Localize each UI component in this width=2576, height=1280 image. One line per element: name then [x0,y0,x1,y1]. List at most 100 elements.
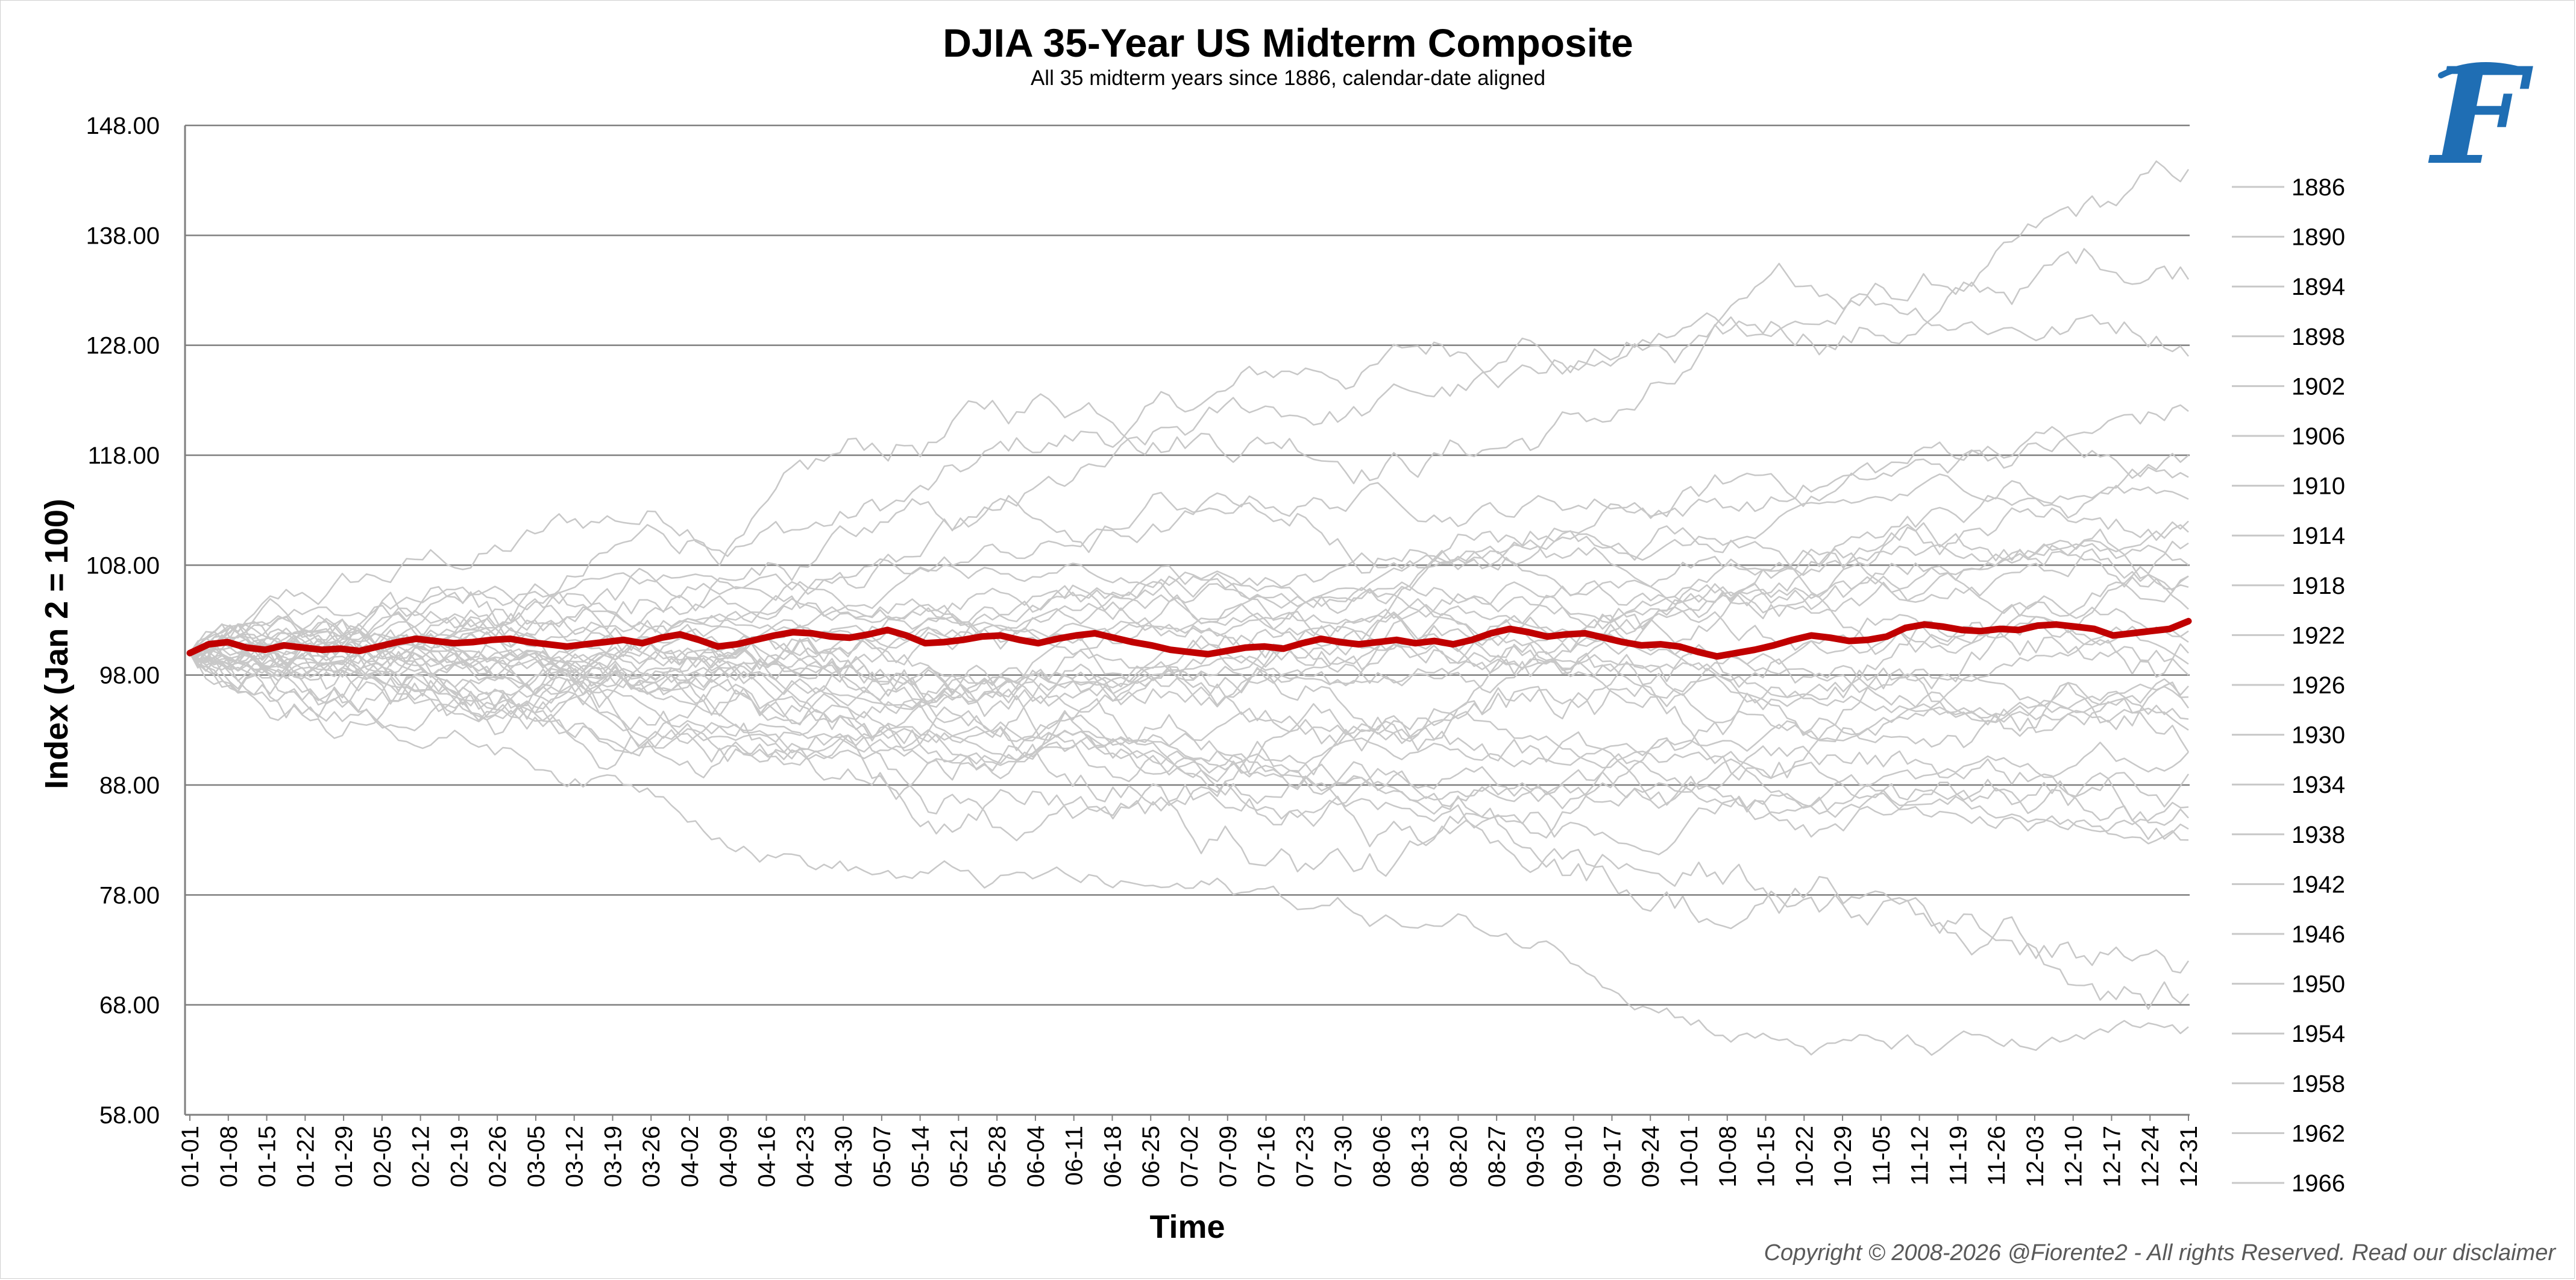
x-tick-label: 12-24 [2137,1126,2164,1187]
x-tick-label: 07-16 [1254,1126,1280,1187]
x-tick-label: 11-19 [1945,1126,1971,1185]
x-tick-label: 08-20 [1445,1126,1472,1187]
legend-label: 1950 [2292,971,2345,998]
legend-label: 1930 [2292,722,2345,749]
x-tick-label: 03-05 [523,1126,550,1187]
logo-letter: F [2428,38,2533,194]
x-tick-label: 07-09 [1215,1126,1242,1187]
y-tick-label: 88.00 [99,772,160,799]
legend-label: 1906 [2292,423,2345,450]
x-tick-label: 04-16 [754,1126,781,1187]
x-tick-label: 01-29 [331,1126,357,1187]
y-tick-label: 58.00 [99,1102,160,1129]
series-line-1942 [189,646,2189,731]
series-line-1946 [189,634,2189,820]
x-tick-label: 04-02 [677,1126,703,1187]
legend-label: 1890 [2292,224,2345,251]
x-tick-label: 11-12 [1907,1126,1934,1185]
legend-label: 1886 [2292,174,2345,201]
x-tick-label: 04-23 [792,1126,818,1187]
x-tick-label: 02-26 [485,1126,511,1187]
copyright-notice: Copyright © 2008-2026 @Fiorente2 - All r… [1764,1240,2557,1266]
x-tick-labels: 01-01 01-08 01-15 01-22 01-29 02-05 02-12 02-19… [177,1115,2202,1187]
legend-label: 1898 [2292,324,2345,350]
chart-subtitle: All 35 midterm years since 1886, calenda… [1031,66,1545,90]
x-tick-label: 08-27 [1484,1126,1510,1187]
legend-label: 1934 [2292,772,2345,798]
axes-layer [184,125,2190,1116]
x-tick-label: 06-04 [1023,1126,1049,1187]
chart-title: DJIA 35-Year US Midterm Composite [943,20,1633,65]
series-line-2014 [189,575,2189,663]
x-tick-label: 03-26 [638,1126,665,1187]
x-tick-label: 06-25 [1138,1126,1164,1187]
x-tick-label: 02-05 [369,1126,396,1187]
x-axis-label: Time [1149,1209,1225,1245]
grid-layer [185,124,2190,1006]
legend-label: 1958 [2292,1071,2345,1097]
x-tick-label: 12-10 [2061,1126,2087,1187]
x-tick-label: 10-01 [1676,1126,1703,1187]
x-tick-label: 01-15 [254,1126,281,1187]
legend-label: 1894 [2292,274,2345,300]
y-tick-label: 138.00 [86,222,160,249]
series-line-1970 [189,585,2189,1010]
y-tick-label: 98.00 [99,663,160,689]
series-line-1914 [189,543,2189,722]
y-tick-label: 108.00 [86,552,160,579]
series-line-2022 [189,649,2190,771]
x-tick-label: 09-24 [1638,1126,1664,1187]
x-tick-label: 03-19 [600,1126,626,1187]
series-line-1994 [189,614,2189,839]
x-tick-label: 12-17 [2099,1126,2125,1187]
series-line-1958 [189,614,2189,840]
x-tick-label: 06-11 [1061,1126,1088,1185]
x-tick-label: 07-23 [1292,1126,1318,1187]
x-tick-label: 05-07 [869,1126,896,1187]
x-tick-label: 12-31 [2176,1126,2202,1187]
legend: 1886 1890 1894 1898 1902 1906 1910 1914 1918 1922… [2232,174,2345,1197]
series-line-2010 [189,540,2189,705]
x-tick-label: 09-17 [1599,1126,1626,1187]
x-tick-label: 05-21 [946,1126,972,1187]
series-line-2002 [189,631,2189,856]
logo-swash [2438,62,2528,78]
series-line-1906 [189,473,2189,695]
x-tick-label: 04-30 [831,1126,857,1187]
legend-label: 1910 [2292,473,2345,500]
series-line-1902 [189,426,2189,654]
x-tick-label: 05-28 [984,1126,1011,1187]
x-tick-label: 10-08 [1715,1126,1741,1187]
series-line-1886 [189,160,2190,658]
background-series-layer [189,160,2190,1056]
x-tick-label: 01-22 [292,1126,319,1187]
x-tick-label: 08-13 [1407,1126,1434,1187]
y-tick-label: 118.00 [88,443,160,469]
x-tick-label: 04-09 [715,1126,742,1187]
series-line-1954 [189,642,2189,833]
series-line-1974 [189,649,2189,1056]
x-tick-label: 09-10 [1561,1126,1588,1187]
y-tick-label: 68.00 [99,992,160,1019]
series-line-1922 [189,522,2189,718]
legend-label: 1962 [2292,1120,2345,1147]
legend-label: 1922 [2292,622,2345,649]
legend-label: 1966 [2292,1170,2345,1197]
legend-label: 1914 [2292,523,2345,549]
composite-layer [186,617,2192,660]
x-tick-label: 01-01 [177,1126,204,1187]
series-line-1966 [189,642,2190,974]
series-line-1998 [189,491,2189,672]
y-axis-label: Index (Jan 2 = 100) [39,499,75,789]
x-tick-label: 12-03 [2022,1126,2049,1187]
series-line-1890 [189,248,2190,663]
composite-line [186,617,2192,660]
x-tick-label: 10-29 [1830,1126,1856,1187]
y-tick-label: 148.00 [86,113,160,139]
y-tick-label: 78.00 [99,882,160,909]
x-tick-label: 10-15 [1753,1126,1780,1187]
series-line-1930 [189,572,2189,691]
x-tick-label: 02-19 [446,1126,473,1187]
x-tick-label: 11-26 [1984,1126,2010,1185]
